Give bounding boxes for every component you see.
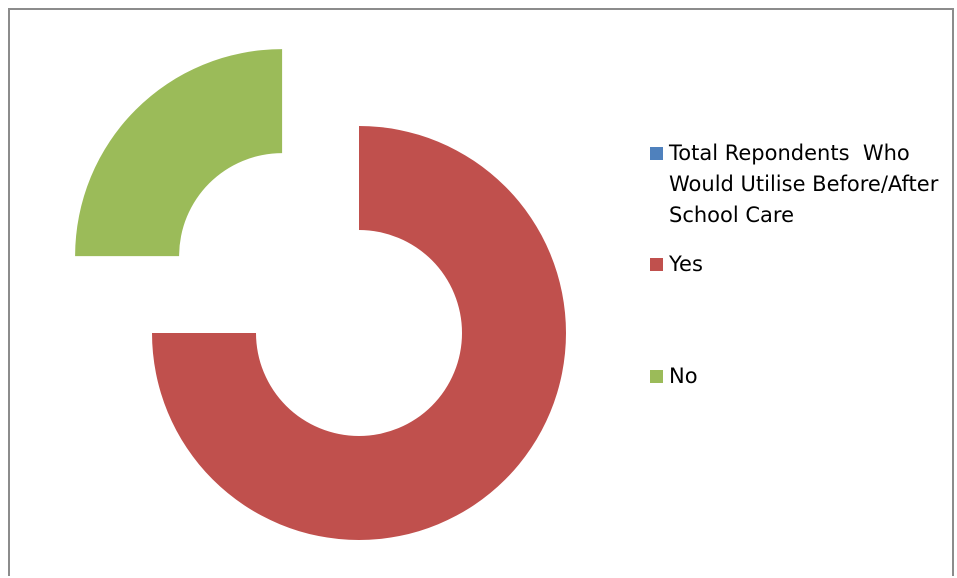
legend-label-yes: Yes <box>669 252 703 276</box>
legend-label-total: Total Repondents Who Would Utilise Befor… <box>669 141 946 227</box>
legend-entry-no: No <box>650 361 944 392</box>
legend-swatch-total <box>650 147 663 160</box>
legend-swatch-yes <box>650 258 663 271</box>
legend-entry-total: Total Repondents Who Would Utilise Befor… <box>650 138 944 231</box>
donut-slices <box>75 49 566 540</box>
donut-slice-yes <box>152 126 566 540</box>
legend-entry-yes: Yes <box>650 249 944 280</box>
legend-label-no: No <box>669 364 698 388</box>
donut-slice-no <box>75 49 283 257</box>
legend-swatch-no <box>650 370 663 383</box>
